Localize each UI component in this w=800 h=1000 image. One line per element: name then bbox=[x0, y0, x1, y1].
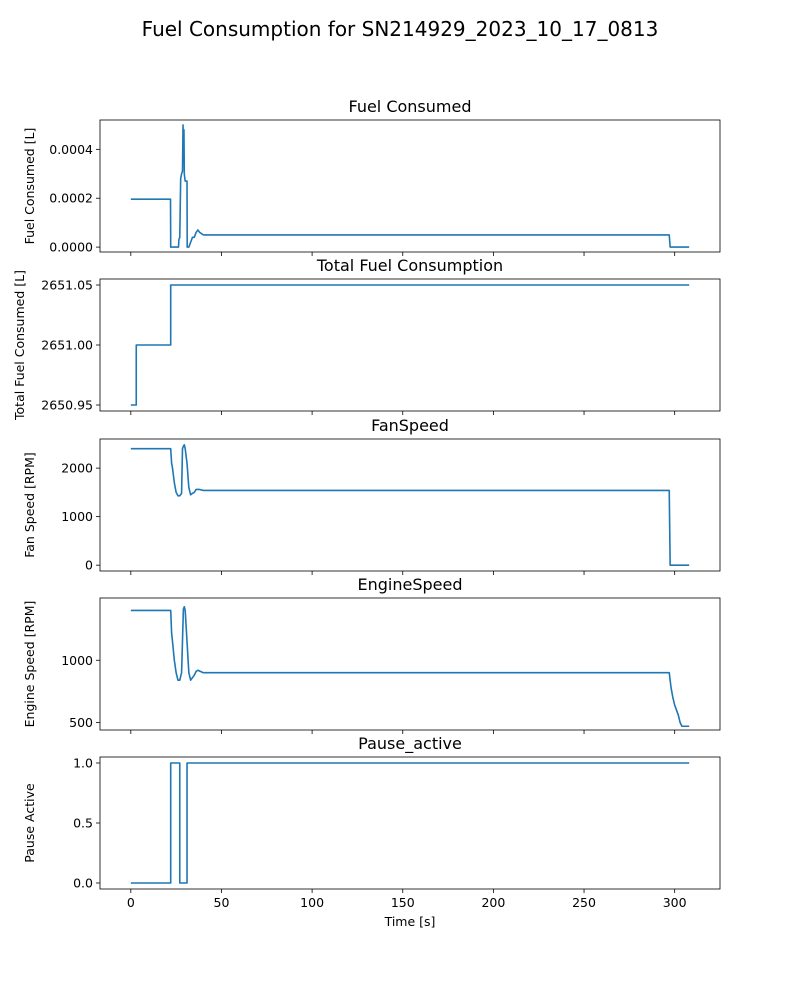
y-tick-label: 1.0 bbox=[73, 756, 93, 771]
series-line bbox=[130, 124, 690, 248]
subplot-title: FanSpeed bbox=[371, 416, 449, 435]
x-tick-label: 0 bbox=[127, 895, 135, 910]
subplot-1: Fuel Consumed 0.0000 0.0002 0.0004 Fuel Cons… bbox=[22, 97, 721, 256]
series-line bbox=[130, 762, 690, 884]
figure-title: Fuel Consumption for SN214929_2023_10_17… bbox=[142, 17, 659, 41]
y-axis-label: Pause Active bbox=[22, 783, 37, 863]
y-tick-label: 1000 bbox=[61, 653, 93, 668]
x-tick-label: 50 bbox=[214, 895, 230, 910]
subplot-4: EngineSpeed 500 1000 Engine Speed [RPM] bbox=[22, 575, 721, 734]
x-tick-label: 250 bbox=[572, 895, 596, 910]
axes-frame bbox=[99, 438, 721, 572]
axes-frame bbox=[99, 119, 721, 253]
series-line bbox=[130, 444, 690, 566]
y-tick-label: 500 bbox=[69, 715, 93, 730]
y-tick-label: 0.0004 bbox=[49, 142, 93, 157]
y-tick-label: 2651.05 bbox=[41, 278, 93, 293]
y-axis-label: Engine Speed [RPM] bbox=[22, 601, 37, 728]
x-tick-label: 300 bbox=[663, 895, 687, 910]
x-tick-label: 100 bbox=[300, 895, 324, 910]
y-tick-label: 2651.00 bbox=[41, 338, 93, 353]
axes-frame bbox=[99, 278, 721, 412]
x-axis-label: Time [s] bbox=[384, 914, 436, 929]
y-axis-label: Fuel Consumed [L] bbox=[22, 128, 37, 245]
y-tick-label: 0.0 bbox=[73, 876, 93, 891]
x-tick-label: 150 bbox=[391, 895, 415, 910]
y-tick-label: 1000 bbox=[61, 509, 93, 524]
subplot-title: Total Fuel Consumption bbox=[316, 256, 503, 275]
series-line bbox=[130, 284, 690, 406]
y-tick-label: 0.0000 bbox=[49, 240, 93, 255]
y-axis-label: Total Fuel Consumed [L] bbox=[12, 270, 27, 421]
y-axis-label: Fan Speed [RPM] bbox=[22, 452, 37, 558]
axes-frame bbox=[99, 756, 721, 890]
y-tick-label: 0 bbox=[85, 558, 93, 573]
y-tick-label: 2000 bbox=[61, 461, 93, 476]
x-tick-label: 200 bbox=[481, 895, 505, 910]
subplot-3: FanSpeed 0 1000 2000 Fan Speed [RPM] bbox=[22, 416, 721, 575]
subplots: Fuel Consumed 0.0000 0.0002 0.0004 Fuel Cons… bbox=[12, 97, 721, 929]
y-tick-label: 0.0002 bbox=[49, 191, 93, 206]
subplot-2: Total Fuel Consumption 2650.95 2651.00 2651… bbox=[12, 256, 721, 421]
y-tick-label: 0.5 bbox=[73, 816, 93, 831]
subplot-title: Fuel Consumed bbox=[348, 97, 471, 116]
axes-frame bbox=[99, 597, 721, 731]
subplot-title: Pause_active bbox=[358, 734, 462, 754]
series-line bbox=[130, 605, 690, 728]
subplot-title: EngineSpeed bbox=[358, 575, 463, 594]
subplot-5: Pause_active 0 50 100 150 200 250 300 0.0 0.5 1.0 P… bbox=[22, 734, 721, 929]
y-tick-label: 2650.95 bbox=[41, 398, 93, 413]
